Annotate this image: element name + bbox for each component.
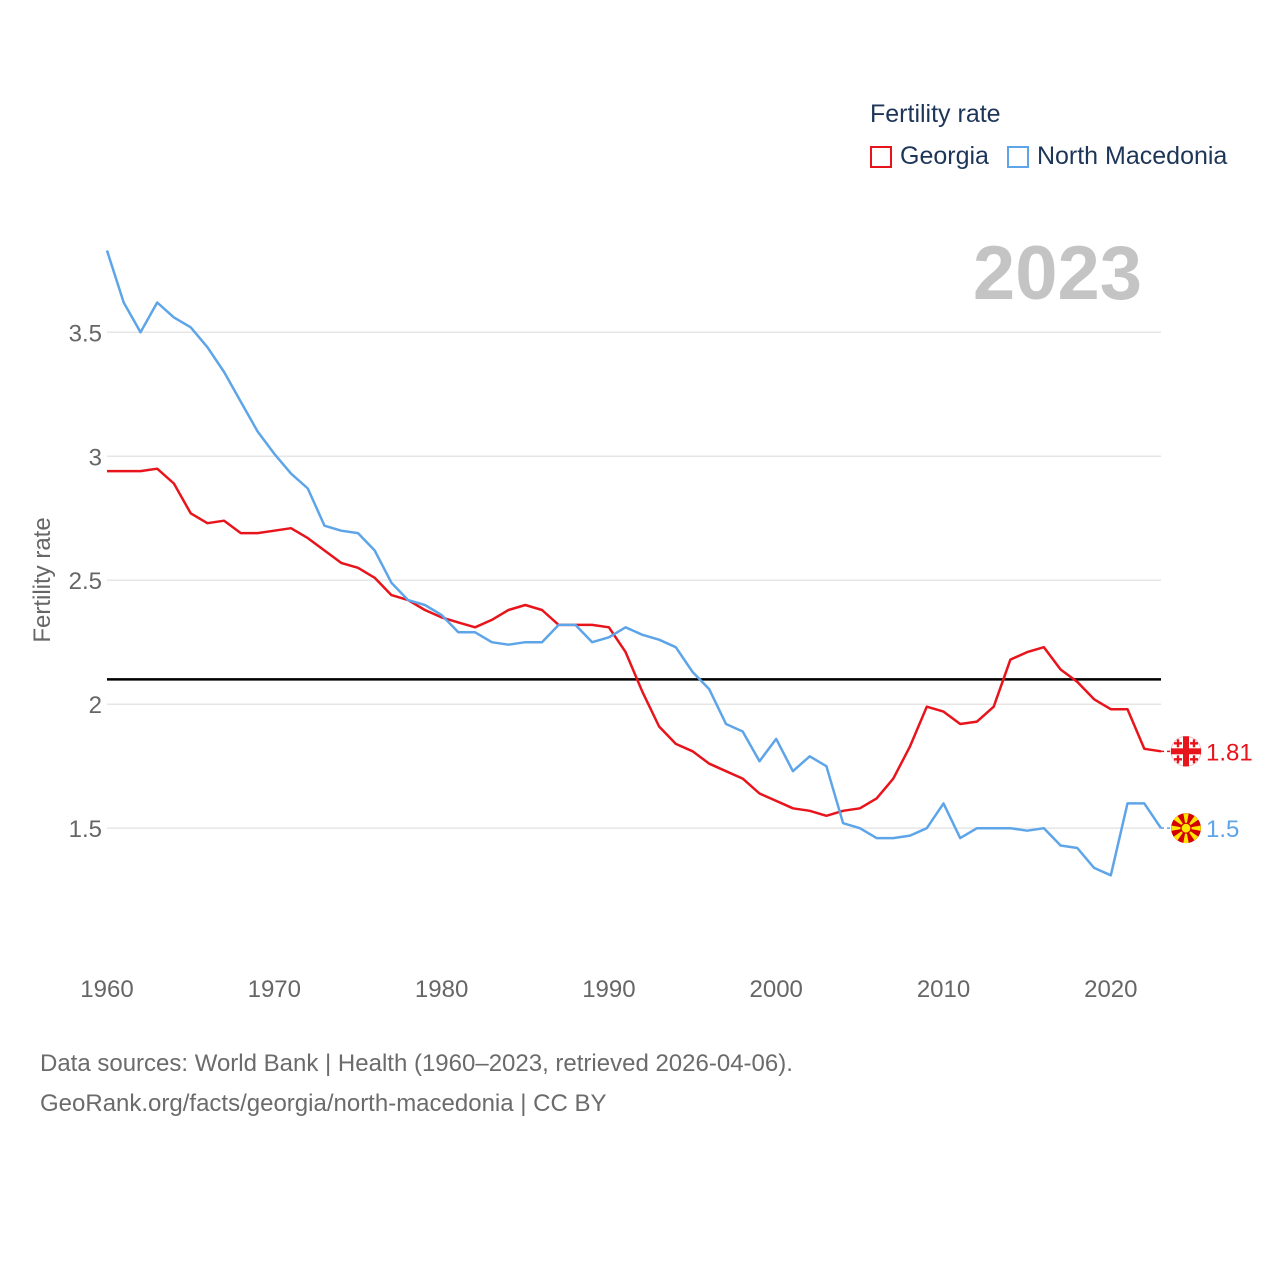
x-tick-label: 2010: [917, 976, 970, 1003]
legend-title: Fertility rate: [870, 100, 1001, 128]
end-value-label-north-macedonia: 1.5: [1206, 816, 1239, 843]
y-tick-label: 3: [89, 444, 102, 471]
x-tick-label: 1990: [582, 976, 635, 1003]
y-tick-label: 3.5: [69, 320, 102, 347]
x-tick-label: 1970: [248, 976, 301, 1003]
y-tick-label: 1.5: [69, 816, 102, 843]
source-line-2[interactable]: GeoRank.org/facts/georgia/north-macedoni…: [40, 1090, 607, 1117]
series-line-north-macedonia: [105, 250, 1163, 877]
y-tick-label: 2: [89, 692, 102, 719]
north-macedonia-flag-icon: [1171, 813, 1201, 844]
source-note: Data sources: World Bank | Health (1960–…: [40, 1044, 793, 1124]
x-tick-label: 2000: [750, 976, 803, 1003]
georgia-swatch: [870, 145, 892, 168]
x-tick-label: 1960: [80, 976, 133, 1003]
georgia-flag-icon: [1170, 735, 1202, 767]
north-macedonia-swatch: [1006, 145, 1029, 168]
series-line-georgia: [107, 467, 1162, 818]
x-tick-label: 1980: [415, 976, 468, 1003]
legend: Georgia North Macedonia: [870, 142, 1245, 171]
y-axis-label: Fertility rate: [29, 517, 56, 642]
x-tick-label: 2020: [1084, 976, 1137, 1003]
legend-label-north-macedonia: North Macedonia: [1036, 142, 1228, 170]
legend-item-georgia[interactable]: Georgia: [870, 142, 989, 171]
current-year-display: 2023: [972, 231, 1142, 316]
y-tick-label: 2.5: [69, 568, 102, 595]
end-value-label-georgia: 1.81: [1206, 739, 1253, 766]
legend-item-north-macedonia[interactable]: North Macedonia: [1006, 142, 1228, 171]
source-line-1: Data sources: World Bank | Health (1960–…: [40, 1050, 793, 1077]
legend-label-georgia: Georgia: [900, 142, 989, 170]
